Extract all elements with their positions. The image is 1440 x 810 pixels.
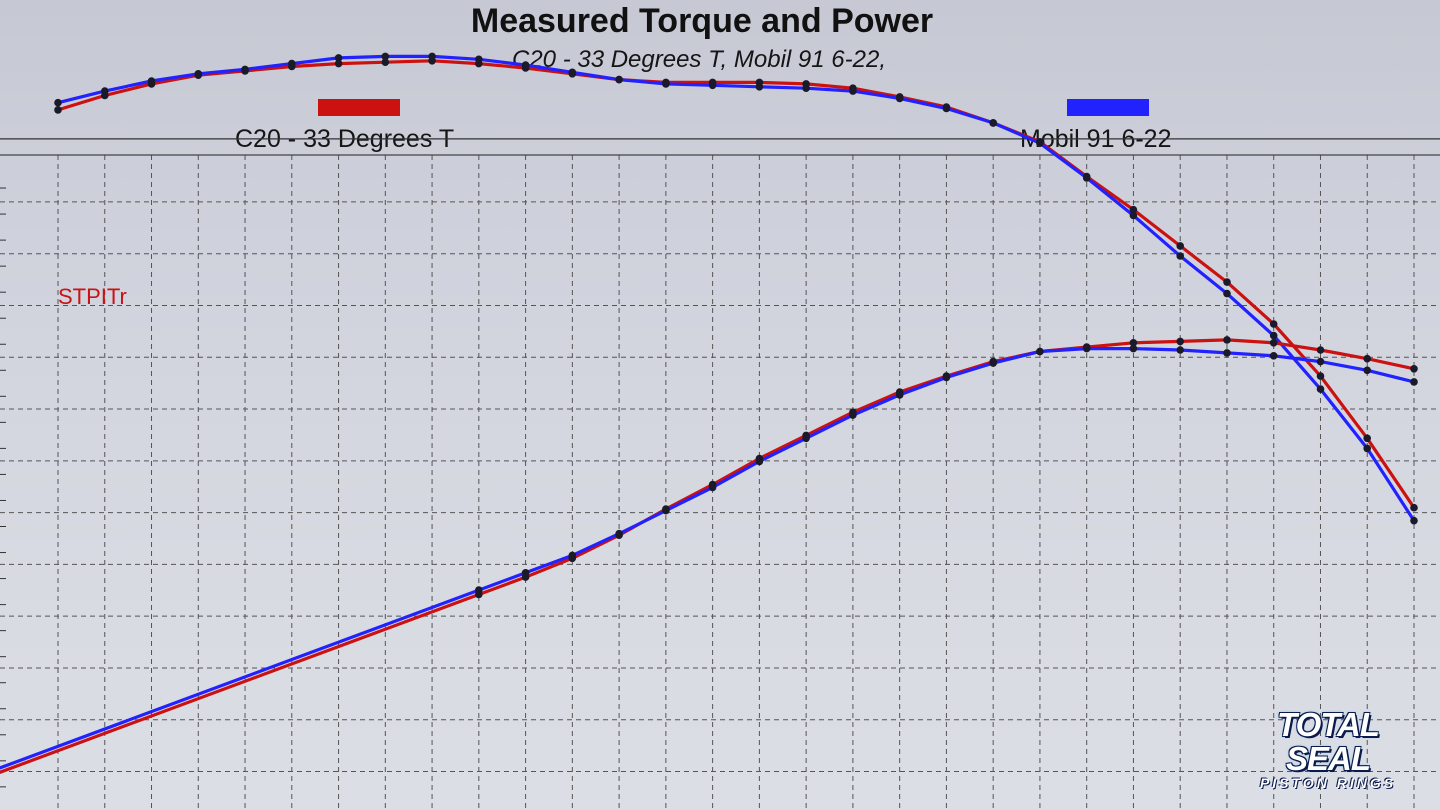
data-point [1410, 503, 1418, 512]
axis-lines [0, 138, 1440, 788]
data-point [1363, 434, 1371, 443]
legend-swatch-c20 [318, 99, 400, 116]
data-point [1316, 385, 1325, 393]
data-point [1410, 378, 1418, 386]
data-point [1269, 320, 1278, 328]
data-point [428, 52, 436, 61]
total-seal-logo: TOTAL SEAL PISTON RINGS [1238, 706, 1418, 791]
data-point [334, 59, 343, 68]
data-point [521, 569, 530, 577]
series-line-power-3 [0, 347, 1416, 770]
data-point [288, 59, 296, 68]
data-point [662, 80, 670, 88]
data-point [1363, 444, 1371, 453]
series-tag-label: STPITr [58, 284, 127, 309]
data-point [1363, 354, 1371, 363]
data-point [54, 106, 62, 114]
data-point [942, 104, 951, 113]
data-point [849, 87, 857, 95]
series-line-torque-1 [56, 54, 1416, 523]
data-point [194, 70, 203, 78]
data-point [895, 391, 904, 399]
data-point [849, 411, 857, 419]
data-point [755, 457, 764, 466]
data-point [989, 119, 997, 127]
data-point [1363, 366, 1371, 375]
series-markers [54, 52, 1418, 599]
data-point [615, 75, 623, 84]
data-point [1176, 252, 1184, 260]
data-point [802, 84, 810, 92]
data-point [1316, 372, 1325, 380]
data-point [1269, 339, 1278, 347]
data-point [1176, 337, 1184, 346]
data-point [755, 83, 764, 91]
data-point [381, 52, 390, 61]
data-point [521, 61, 530, 69]
data-point [1316, 346, 1325, 354]
data-point [1316, 357, 1325, 366]
data-point [1269, 331, 1278, 340]
series-line-torque-0 [56, 59, 1416, 510]
data-point [1129, 344, 1138, 353]
logo-wordmark: TOTAL SEAL [1277, 706, 1380, 777]
data-point [1410, 516, 1418, 525]
data-point [54, 98, 62, 107]
data-point [1036, 139, 1044, 147]
data-point [942, 373, 951, 382]
data-point [101, 87, 109, 95]
data-point [1036, 347, 1044, 356]
data-point [615, 529, 623, 538]
data-point [1082, 174, 1091, 182]
data-point [1129, 339, 1138, 347]
chart-title: Measured Torque and Power [470, 2, 934, 40]
data-point [708, 483, 717, 492]
data-point [1082, 344, 1091, 353]
data-point [475, 55, 483, 64]
data-point [708, 81, 717, 90]
data-point [1129, 211, 1138, 220]
data-point [895, 94, 904, 103]
data-point [568, 551, 577, 560]
series-line-power-2 [0, 338, 1416, 774]
data-point [1129, 205, 1138, 214]
data-point [1269, 352, 1278, 360]
data-point [1410, 365, 1418, 373]
data-point [1176, 346, 1184, 354]
data-point [1176, 242, 1184, 250]
data-point [1223, 278, 1231, 286]
data-point [1223, 336, 1231, 344]
data-point [802, 434, 810, 443]
data-point [241, 65, 249, 74]
data-point [1223, 289, 1231, 298]
grid [0, 155, 1440, 810]
data-point [147, 77, 156, 85]
series-lines [0, 54, 1416, 774]
data-point [381, 58, 390, 66]
chart-subtitle: C20 - 33 Degrees T, Mobil 91 6-22, [512, 46, 886, 73]
data-point [989, 359, 997, 367]
data-point [568, 68, 577, 77]
data-point [662, 506, 670, 515]
legend-swatch-mobil [1067, 99, 1149, 116]
data-point [334, 54, 343, 62]
data-point [1223, 349, 1231, 357]
data-point [475, 586, 483, 594]
logo-tagline: PISTON RINGS [1259, 775, 1397, 791]
